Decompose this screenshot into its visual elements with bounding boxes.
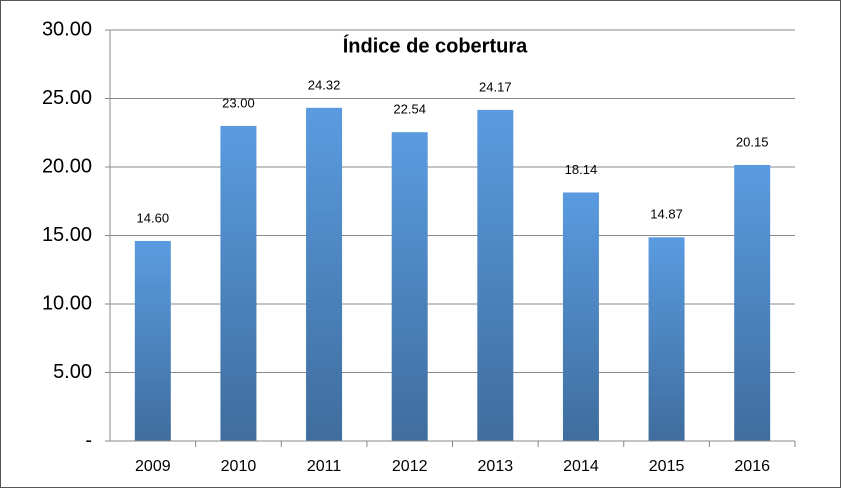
bar	[220, 125, 257, 442]
y-tick-label: 15.00	[42, 224, 92, 246]
y-tick-label: -	[85, 429, 92, 451]
data-label: 22.54	[393, 102, 426, 117]
data-label: 24.32	[308, 77, 341, 92]
bar	[477, 109, 514, 441]
x-tick-label: 2011	[307, 458, 342, 475]
y-tick-label: 30.00	[42, 18, 92, 40]
x-tick-label: 2016	[734, 458, 770, 475]
x-tick-label: 2013	[478, 458, 514, 475]
bar	[562, 192, 599, 441]
x-tick-label: 2009	[135, 458, 171, 475]
y-tick-label: 25.00	[42, 87, 92, 109]
y-tick-label: 5.00	[53, 361, 92, 383]
data-label: 20.15	[736, 134, 769, 149]
y-tick-label: 20.00	[42, 155, 92, 177]
chart-title: Índice de cobertura	[343, 34, 528, 57]
data-label: 14.87	[650, 207, 683, 222]
bar	[734, 164, 771, 441]
data-label: 24.17	[479, 79, 512, 94]
bar	[134, 240, 171, 441]
bar	[306, 107, 343, 441]
data-label: 23.00	[222, 95, 255, 110]
bar	[391, 132, 428, 441]
y-tick-label: 10.00	[42, 292, 92, 314]
data-label: 18.14	[565, 162, 598, 177]
bar	[648, 237, 685, 441]
x-tick-label: 2012	[392, 458, 428, 475]
data-label: 14.60	[137, 210, 170, 225]
x-tick-label: 2014	[563, 458, 599, 475]
x-tick-label: 2010	[221, 458, 257, 475]
x-tick-label: 2015	[649, 458, 685, 475]
